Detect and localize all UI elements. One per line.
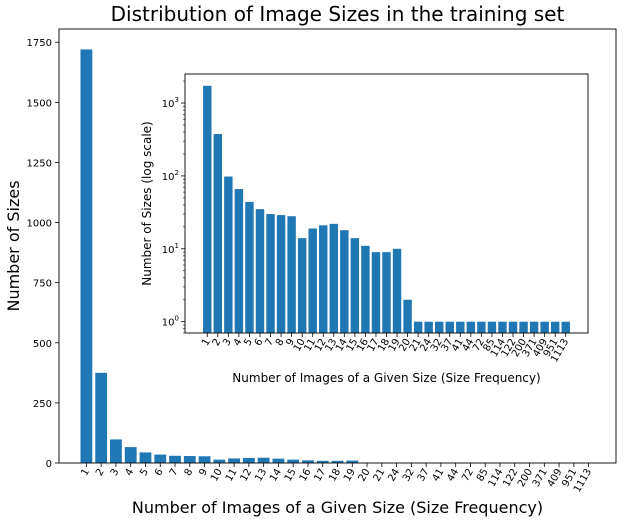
x-tick-label: 5: [138, 467, 151, 478]
x-tick-label: 17: [312, 467, 328, 484]
bar: [95, 373, 107, 463]
bar: [330, 224, 338, 333]
x-tick-label: 4: [124, 467, 137, 478]
x-tick-label: 18: [327, 467, 343, 484]
chart-title: Distribution of Image Sizes in the train…: [111, 2, 565, 26]
bar: [509, 322, 517, 333]
bar: [213, 460, 225, 463]
x-tick-label: 6: [153, 467, 166, 478]
bar: [228, 458, 240, 463]
bar: [382, 252, 390, 333]
bar: [488, 322, 496, 333]
bar: [110, 439, 122, 463]
bar: [277, 215, 285, 333]
bar: [80, 49, 92, 463]
x-axis-label: Number of Images of a Given Size (Size F…: [232, 371, 540, 385]
bar: [199, 456, 211, 463]
bar: [256, 209, 264, 333]
y-tick-label: 750: [33, 279, 52, 290]
bar: [414, 322, 422, 333]
x-axis-label: Number of Images of a Given Size (Size F…: [132, 498, 543, 517]
x-tick-label: 13: [253, 467, 269, 484]
bar: [562, 322, 570, 333]
bar: [224, 177, 232, 333]
y-tick-label: 250: [33, 399, 52, 410]
x-tick-label: 8: [183, 467, 196, 478]
bar: [245, 202, 253, 333]
y-axis-label: Number of Sizes (log scale): [140, 121, 154, 286]
x-tick-label: 1: [79, 467, 92, 478]
x-tick-label: 371: [531, 467, 550, 489]
bar: [393, 249, 401, 333]
x-tick-label: 37: [416, 467, 432, 484]
bar: [372, 252, 380, 333]
x-tick-label: 44: [445, 467, 461, 484]
x-tick-label: 9: [197, 467, 210, 478]
x-tick-label: 24: [386, 467, 402, 484]
bar: [287, 460, 299, 463]
bar: [169, 456, 181, 463]
x-tick-label: 16: [298, 467, 314, 484]
y-tick-label: 1500: [27, 98, 52, 109]
bar: [551, 322, 559, 333]
bar: [340, 230, 348, 333]
bar: [287, 216, 295, 333]
x-tick-label: 122: [501, 467, 520, 489]
x-tick-label: 14: [268, 467, 284, 484]
bar: [530, 322, 538, 333]
bar: [308, 228, 316, 333]
bar: [125, 447, 137, 463]
bar: [258, 458, 270, 463]
x-tick-label: 12: [239, 467, 255, 484]
bar: [184, 456, 196, 463]
y-tick-label: 1250: [27, 158, 52, 169]
x-tick-label: 72: [460, 467, 476, 484]
x-tick-label: 200: [516, 467, 535, 489]
x-tick-label: 15: [283, 467, 299, 484]
y-axis-label: Number of Sizes: [4, 180, 23, 311]
x-tick-label: 2: [94, 467, 107, 478]
x-tick-label: 409: [546, 467, 565, 489]
y-tick-label: 0: [46, 459, 52, 470]
bar: [540, 322, 548, 333]
bar: [214, 134, 222, 333]
bar: [435, 322, 443, 333]
y-tick-label: 1750: [27, 38, 52, 49]
x-tick-label: 32: [401, 467, 417, 484]
x-tick-label: 11: [224, 467, 240, 484]
y-tick-label: 1000: [27, 219, 52, 230]
bar: [351, 238, 359, 333]
x-tick-label: 3: [109, 467, 122, 478]
bar: [467, 322, 475, 333]
bar: [319, 225, 327, 333]
bar: [235, 189, 243, 333]
x-tick-label: 114: [487, 467, 506, 489]
bar: [361, 246, 369, 333]
bar: [477, 322, 485, 333]
bar: [424, 322, 432, 333]
bar: [140, 452, 152, 463]
bar: [266, 214, 274, 333]
bar: [456, 322, 464, 333]
bar: [498, 322, 506, 333]
y-tick-label: 500: [33, 339, 52, 350]
x-tick-label: 20: [357, 467, 373, 484]
x-tick-label: 21: [372, 467, 388, 484]
bar: [243, 458, 255, 463]
bar: [154, 455, 166, 463]
bar: [298, 238, 306, 333]
x-tick-label: 7: [168, 467, 181, 478]
bar: [446, 322, 454, 333]
bar: [203, 86, 211, 333]
bar: [273, 459, 285, 463]
bar: [519, 322, 527, 333]
x-tick-label: 19: [342, 467, 358, 484]
x-tick-label: 10: [209, 467, 225, 484]
x-tick-label: 41: [431, 467, 447, 484]
bar: [403, 300, 411, 333]
